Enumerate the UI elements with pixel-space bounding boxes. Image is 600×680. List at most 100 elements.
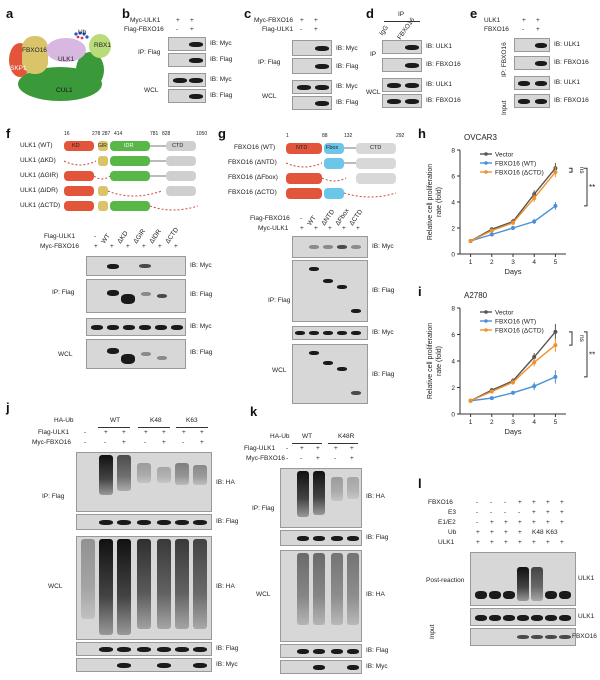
b-row-1-v2: + [190,17,194,24]
skp1-label: SKP1 [10,65,27,72]
g-construct-1: FBXO16 (WT) [234,144,276,151]
j-k63-line [176,427,208,428]
x-tick-label: 4 [532,419,536,426]
j-ib-2: IB: Flag [216,518,239,525]
k-row-1-v3: + [316,445,320,452]
legend-marker [484,161,488,165]
d-blot-3 [382,78,422,92]
l-row-2-value: - [476,509,479,516]
b-wcl-label: WCL [144,87,159,94]
f-row-1-v1: - [94,233,97,240]
data-point [489,232,494,237]
l-row-5-value: + [490,539,494,546]
k-row-label-1: Flag-ULK1 [244,445,276,452]
k-header: HA-Ub [270,433,290,440]
panel-a-letter: a [6,6,14,21]
f-pos-1: 16 [64,131,70,137]
significance-bracket-ns [569,167,573,173]
g-ib-1: IB: Myc [372,243,394,250]
l-blot-2 [470,608,576,626]
k-row-2-v3: + [316,455,320,462]
legend-marker [484,319,488,323]
e-ib-2: IB: FBXO16 [554,59,589,66]
l-row-3-value: + [490,519,494,526]
f-dctd-construct [64,201,199,211]
b-ip-label: IP: Flag [138,49,161,56]
l-row-5-value: + [504,539,508,546]
g-pos-2: 88 [322,133,328,139]
l-row-4-value: + [476,529,480,536]
y-axis-label-2: rate (fold) [436,187,443,217]
j-blot-4 [76,642,212,656]
panel-h-letter: h [418,126,426,141]
f-ib-1: IB: Myc [190,262,212,269]
l-row-3-value: + [532,519,536,526]
data-point [489,389,494,394]
legend-label: FBXO16 (ΔCTD) [495,328,544,335]
j-k48-line [138,427,170,428]
f-row-2-v5: + [158,243,162,250]
c-ib-4: IB: Flag [336,99,359,106]
e-row-1-v2: + [536,17,540,24]
f-ib-4: IB: Flag [190,349,213,356]
data-point [511,380,515,385]
fbxo16-label: FBXO16 [22,47,47,54]
l-row-1-value: - [504,499,507,506]
y-tick-label: 4 [451,359,455,366]
j-row-2-v7: + [200,439,204,446]
l-row-2-value: + [532,509,536,516]
e-blot-2 [514,56,550,70]
l-row-4-value: + [504,529,508,536]
l-row-5-value: + [518,539,522,546]
g-fbox-label: Fbox [326,145,339,151]
f-construct-4: ULK1 (ΔIDR) [20,187,58,194]
f-wcl-label: WCL [58,351,73,358]
chart-title: OVCAR3 [464,133,497,142]
g-wt-construct [286,143,396,154]
d-blot-4 [382,94,422,108]
g-pos-1: 1 [286,133,289,139]
j-row-1-v1: - [84,429,87,436]
d-ip-label: IP [370,51,377,58]
panel-b-letter: b [122,6,130,21]
j-ib-4: IB: Flag [216,645,239,652]
l-row-5-value: + [532,539,536,546]
y-tick-label: 0 [451,412,455,419]
y-tick-label: 0 [451,252,455,259]
k-row-1-v2: + [300,445,304,452]
e-ib-1: IB: ULK1 [554,41,581,48]
data-point [553,343,558,348]
j-group-wt: WT [110,417,121,424]
j-row-1-v6: + [182,429,186,436]
f-wt-construct [64,141,196,151]
d-blot-2 [382,58,422,72]
data-point [553,374,558,379]
c-row-1-v2: + [314,17,318,24]
f-row-2-v6: + [174,243,178,250]
c-row-2-v2: + [314,26,318,33]
j-row-label-1: Flag-ULK1 [38,429,70,436]
panel-e-letter: e [470,6,478,21]
k-ib-3: IB: HA [366,591,385,598]
data-point [532,355,537,360]
k-row-1-v1: - [286,445,289,452]
f-kd-label: KD [72,143,80,149]
g-ip-label: IP: Flag [268,297,291,304]
g-construct-2: FBXO16 (ΔNTD) [228,159,277,166]
f-idr-label: IDR [124,143,134,149]
annotation-ns: ns [578,335,585,343]
f-domain-diagram [63,141,199,211]
e-row-label-2: FBXO16 [484,26,509,33]
l-row-2-value: - [490,509,493,516]
legend-marker [484,310,488,314]
e-row-2-v2: + [536,26,540,33]
d-ib-2: IB: FBXO16 [426,61,461,68]
legend-label: FBXO16 (WT) [495,319,536,326]
j-group-k48: K48 [150,417,162,424]
e-row-label-1: ULK1 [484,17,501,24]
series-line [470,171,556,242]
f-row-2-v2: + [110,243,114,250]
c-ib-1: IB: Myc [336,45,358,52]
k-blot-1 [280,468,362,528]
g-dntd-construct [285,158,396,169]
